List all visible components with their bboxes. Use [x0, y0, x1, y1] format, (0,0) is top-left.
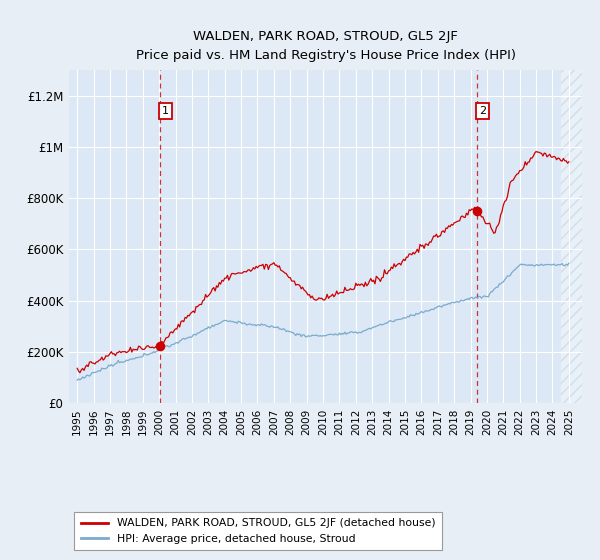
Text: 2: 2 [479, 106, 486, 116]
Legend: WALDEN, PARK ROAD, STROUD, GL5 2JF (detached house), HPI: Average price, detache: WALDEN, PARK ROAD, STROUD, GL5 2JF (deta… [74, 512, 442, 550]
Title: WALDEN, PARK ROAD, STROUD, GL5 2JF
Price paid vs. HM Land Registry's House Price: WALDEN, PARK ROAD, STROUD, GL5 2JF Price… [136, 30, 515, 62]
Point [155, 341, 165, 350]
Text: 1: 1 [162, 106, 169, 116]
Point [473, 207, 482, 216]
